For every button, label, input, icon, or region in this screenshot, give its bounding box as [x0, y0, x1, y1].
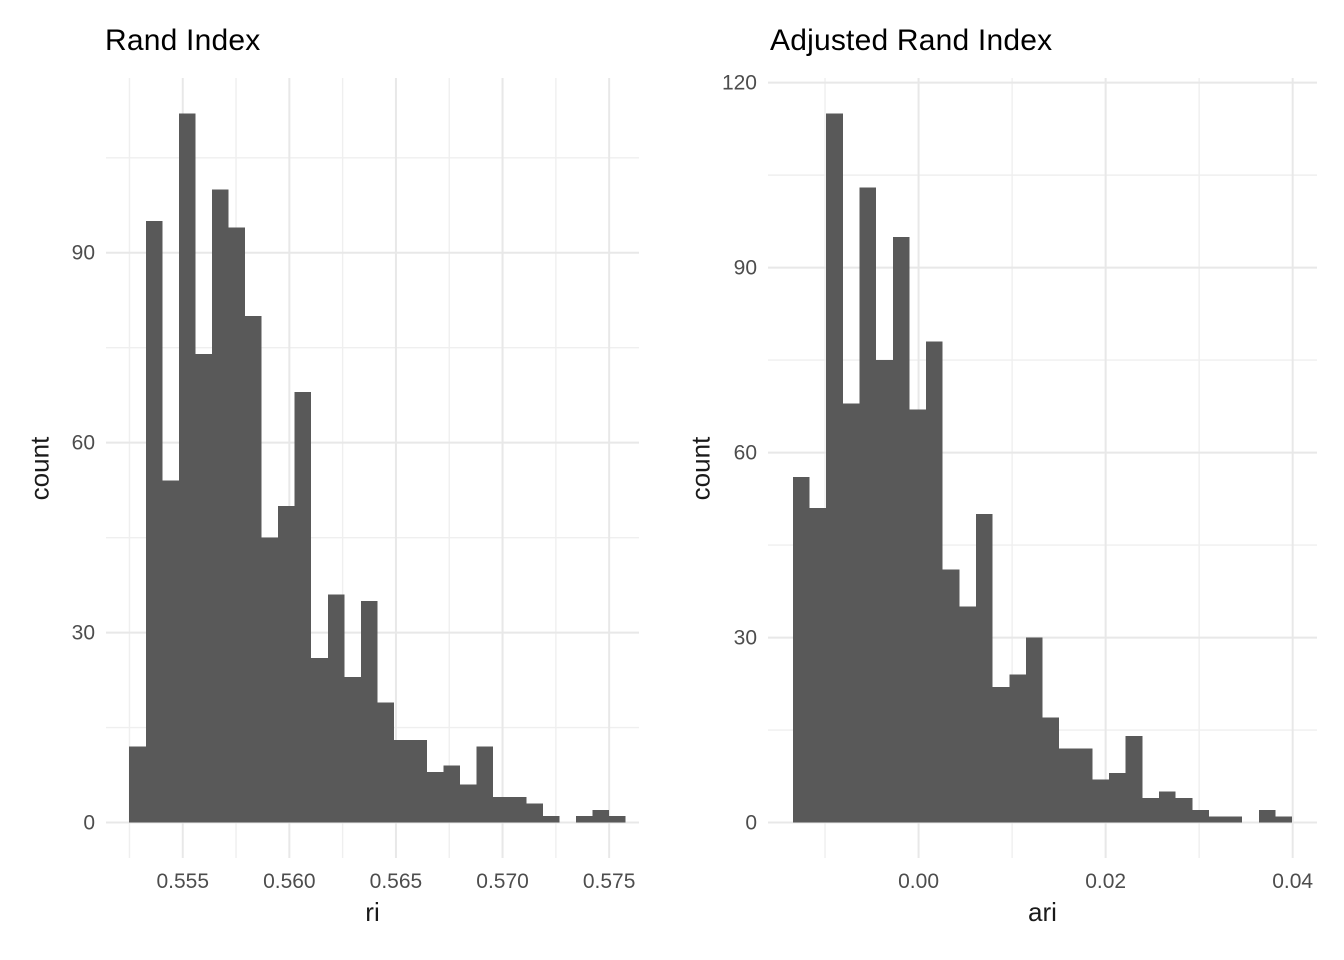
y-tick-label: 30 — [734, 627, 757, 650]
x-tick-label: 0.560 — [263, 870, 316, 893]
histogram-bar — [542, 816, 560, 823]
histogram-bar — [245, 316, 262, 823]
histogram-bar — [892, 236, 910, 823]
histogram-bar — [261, 537, 279, 823]
histogram-bar — [909, 409, 927, 823]
x-tick-label: 0.570 — [476, 870, 529, 893]
x-tick-label: 0.00 — [898, 870, 939, 893]
histogram-bar — [377, 702, 394, 823]
x-tick-label: 0.02 — [1085, 870, 1126, 893]
histogram-bar — [1109, 773, 1126, 823]
x-tick-label: 0.575 — [583, 870, 636, 893]
x-tick-label: 0.04 — [1272, 870, 1313, 893]
histogram-bar — [460, 784, 477, 823]
histogram-bar — [360, 600, 378, 823]
histogram-bar — [327, 594, 345, 823]
histogram-bar — [178, 113, 196, 823]
histogram-bar — [926, 341, 943, 823]
x-axis-title-ri: ri — [365, 897, 380, 927]
histogram-bar — [1075, 748, 1093, 823]
histogram-bar — [1059, 748, 1076, 823]
histogram-bar — [1275, 816, 1293, 823]
y-axis-title-count-right: count — [685, 436, 716, 501]
histogram-bar — [228, 227, 246, 823]
histogram-bar — [1192, 810, 1209, 823]
y-axis-title-count-left: count — [24, 436, 55, 501]
histogram-bar — [1142, 797, 1160, 823]
plot-title-rand-index: Rand Index — [105, 24, 261, 57]
histogram-bar — [1025, 637, 1043, 823]
y-tick-label: 60 — [72, 432, 95, 455]
adjusted-rand-index-histogram: 0.00 0.02 0.04 0 30 60 90 120 Adjusted Rand Ind… — [672, 0, 1344, 960]
histogram-bar — [942, 569, 960, 823]
histogram-bar — [975, 514, 993, 823]
histogram-bar — [509, 797, 527, 823]
histogram-bar — [1159, 791, 1176, 823]
histogram-bar — [294, 392, 312, 823]
x-tick-label: 0.555 — [156, 870, 209, 893]
histogram-bar — [592, 809, 610, 823]
histogram-bar — [427, 771, 444, 823]
histogram-bar — [526, 803, 543, 823]
y-tick-label: 0 — [745, 812, 757, 835]
histogram-bar — [792, 477, 810, 823]
histogram-bar — [162, 480, 179, 823]
histogram-bar — [809, 508, 827, 823]
histogram-bar — [393, 740, 411, 823]
histogram-bar — [145, 221, 163, 823]
x-tick-label: 0.565 — [370, 870, 423, 893]
plot-title-adjusted-rand-index: Adjusted Rand Index — [770, 24, 1053, 57]
histogram-bar — [1258, 810, 1276, 823]
histogram-bar — [1042, 717, 1060, 823]
histogram-bar — [410, 740, 428, 823]
y-tick-label: 60 — [734, 442, 757, 465]
histogram-bar — [959, 606, 976, 823]
adjusted-rand-index-plot-area: 0.00 0.02 0.04 0 30 60 90 120 — [722, 72, 1317, 893]
y-tick-label: 90 — [72, 242, 95, 265]
y-tick-label: 90 — [734, 257, 757, 280]
y-tick-label: 120 — [722, 72, 757, 95]
rand-index-plot-area: 0.555 0.560 0.565 0.570 0.575 0 30 60 90 — [72, 78, 639, 893]
histogram-bar — [344, 676, 361, 823]
histogram-bar — [1225, 816, 1243, 823]
histogram-bar — [443, 765, 461, 823]
histogram-bar — [211, 189, 229, 823]
rand-index-histogram: 0.555 0.560 0.565 0.570 0.575 0 30 60 90 Rand In… — [24, 24, 639, 927]
histogram-bar — [575, 816, 593, 823]
histogram-bar — [1092, 779, 1110, 823]
histogram-bar — [1125, 736, 1143, 823]
histogram-bar — [311, 657, 328, 823]
histogram-bar — [129, 746, 146, 823]
histogram-bar — [1175, 797, 1193, 823]
histogram-bar — [876, 360, 893, 823]
x-axis-title-ari: ari — [1028, 897, 1057, 927]
y-tick-label: 0 — [83, 812, 95, 835]
histogram-bar — [609, 816, 626, 823]
histogram-bar — [476, 746, 494, 823]
histogram-bar — [1208, 816, 1226, 823]
histogram-bar — [195, 354, 212, 823]
histogram-bar — [826, 113, 843, 823]
histogram-bar — [992, 686, 1010, 823]
histogram-bar — [493, 797, 510, 823]
y-tick-label: 30 — [72, 622, 95, 645]
histogram-bar — [859, 187, 877, 823]
histogram-bar — [842, 403, 860, 823]
histogram-bar — [1009, 674, 1026, 823]
histogram-bar — [278, 505, 295, 823]
